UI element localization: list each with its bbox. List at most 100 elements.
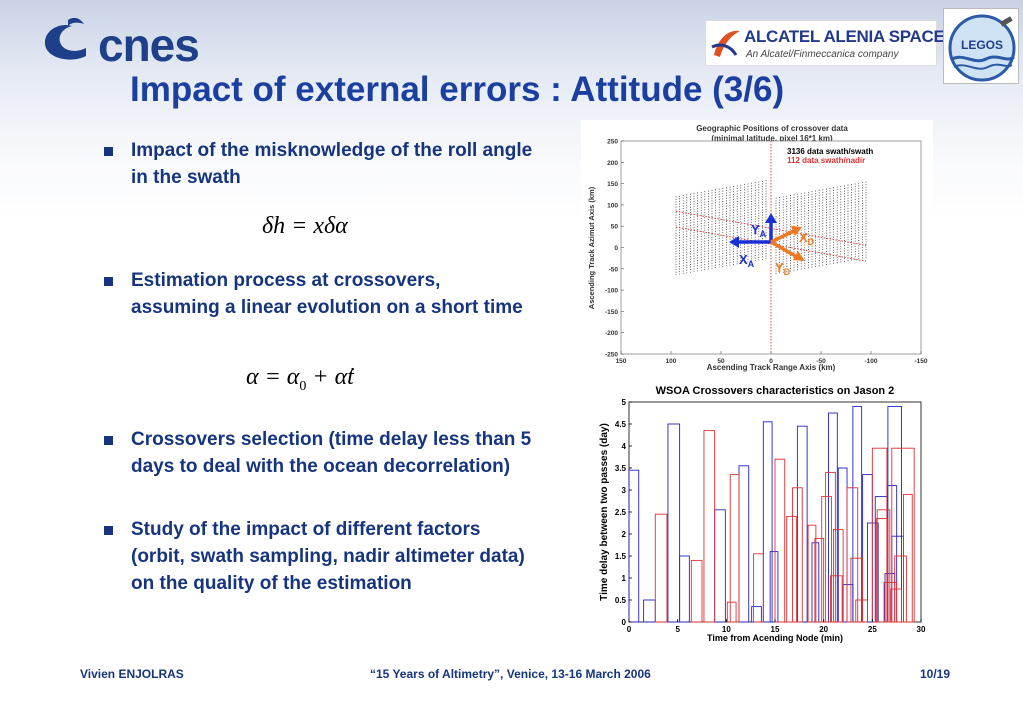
legos-globe-icon: LEGOS: [948, 14, 1016, 82]
chart2-bar: [679, 555, 690, 623]
chart2-xtick-label: 25: [868, 625, 877, 634]
chart2-ytick-label: 1: [622, 574, 627, 583]
chart1-ytick-label: 200: [607, 160, 618, 167]
chart1-xtick-label: -50: [816, 358, 826, 365]
chart2-ytick-label: 3.5: [615, 464, 627, 473]
chart2-bar: [786, 515, 797, 623]
chart1-ytick-label: -200: [605, 330, 618, 337]
alcatel-logo-subtitle: An Alcatel/Finmeccanica company: [746, 49, 899, 60]
chart2-bar: [703, 430, 716, 623]
formula-lhs: α = α: [246, 364, 300, 390]
chart2-bar: [690, 559, 703, 623]
chart2-bar: [774, 458, 786, 623]
cnes-logo: cnes: [40, 16, 215, 71]
cnes-swirl-icon: [44, 17, 86, 60]
slide-title: Impact of external errors : Attitude (3/…: [130, 70, 785, 109]
chart2-xtick-label: 15: [771, 625, 780, 634]
chart2-ytick-label: 2.5: [615, 508, 627, 517]
chart2-bar: [876, 509, 891, 623]
chart2-bar: [903, 493, 913, 623]
chart1-ytick-label: -100: [605, 288, 618, 295]
chart2-ytick-label: 3: [622, 486, 627, 495]
chart2-xtick-label: 0: [627, 625, 632, 634]
chart1-xtick-label: 150: [616, 358, 627, 365]
yd-label: YD: [775, 260, 791, 277]
bullet-text: Crossovers selection (time delay less th…: [131, 429, 532, 477]
chart1-legend-swath: 3136 data swath/swath: [787, 147, 873, 156]
chart2-bar: [769, 551, 779, 623]
chart2-ytick-label: 4.5: [615, 420, 627, 429]
chart1-ticks: 150 100 50 0 -50 -100 -150 250 200 150 100 50 0 -50 -1…: [605, 139, 928, 366]
chart1-ytick-label: 150: [607, 181, 618, 188]
chart1-ytick-label: -50: [609, 266, 619, 273]
chart1-ytick-label: -250: [605, 352, 618, 359]
xd-label: XD: [799, 230, 815, 247]
chart1-ytick-label: 100: [607, 202, 618, 209]
xa-arrowhead-icon: [729, 236, 739, 248]
wsoa-crossovers-svg: WSOA Crossovers characteristics on Jason…: [595, 380, 935, 648]
footer-page-number: 10/19: [920, 667, 951, 681]
chart1-ytick-label: -150: [605, 309, 618, 316]
chart2-ytick-label: 4: [622, 442, 627, 451]
chart2-bar: [814, 537, 825, 623]
footer-event: “15 Years of Altimetry”, Venice, 13-16 M…: [370, 667, 651, 681]
chart2-bar: [667, 423, 681, 623]
chart2-bar: [832, 529, 844, 623]
bullet-item-4: Study of the impact of different factors…: [104, 516, 534, 597]
chart1-ytick-label: 250: [607, 139, 618, 146]
formula-linear-evolution: α = α0 + α̇t: [246, 364, 354, 395]
chart1-title: Geographic Positions of crossover data: [696, 124, 848, 133]
formula-rhs: + α̇t: [306, 364, 354, 390]
chart2-bar: [855, 599, 868, 623]
chart2-bar: [890, 588, 902, 623]
chart1-legend-nadir: 112 data swath/nadir: [787, 156, 865, 165]
ya-label: YA: [751, 222, 767, 239]
xa-label: XA: [739, 252, 755, 269]
chart2-bars: [628, 405, 915, 623]
yd-arrowhead-icon: [793, 251, 805, 261]
chart1-ylabel: Ascending Track Azimut Axis (km): [587, 186, 596, 309]
chart2-xtick-label: 10: [722, 625, 731, 634]
bullet-square-icon: [104, 436, 113, 445]
chart1-xtick-label: 0: [769, 358, 773, 365]
chart1-xtick-label: 100: [666, 358, 677, 365]
chart1-ytick-label: 50: [611, 224, 619, 231]
bullet-item-1: Impact of the misknowledge of the roll a…: [104, 137, 534, 191]
chart2-ytick-label: 2: [622, 530, 627, 539]
footer-author: Vivien ENJOLRAS: [80, 667, 184, 681]
xd-arrowhead-icon: [791, 226, 802, 236]
wsoa-crossovers-chart: WSOA Crossovers characteristics on Jason…: [595, 380, 935, 648]
chart1-xtick-label: 50: [717, 358, 725, 365]
chart2-ylabel: Time delay between two passes (day): [599, 423, 610, 601]
chart1-xlabel: Ascending Track Range Axis (km): [707, 363, 836, 372]
chart2-ticks: 0 5 10 15 20 25 30 0 0.5 1 1.5 2 2.5 3 3.5 4 4.5 5: [615, 398, 926, 634]
formula-roll-error: δh = xδα: [262, 213, 348, 239]
legos-logo-text: LEGOS: [961, 38, 1003, 52]
crossover-positions-chart: Geographic Positions of crossover data (…: [581, 120, 933, 375]
yd-arrow: [770, 240, 800, 260]
chart2-bar: [762, 421, 773, 623]
alcatel-logo-name: ALCATEL ALENIA SPACE: [744, 27, 945, 46]
chart1-subtitle: (minimal latitude, pixel 16*1 km): [711, 134, 833, 143]
chart2-xlabel: Time from Acending Node (min): [707, 633, 843, 643]
chart1-xtick-label: -100: [864, 358, 877, 365]
chart2-bar: [729, 474, 740, 623]
chart2-xtick-label: 30: [917, 625, 926, 634]
bullet-square-icon: [104, 147, 113, 156]
bullet-square-icon: [104, 277, 113, 286]
alcatel-swoosh-icon: [711, 30, 740, 57]
chart2-xtick-label: 20: [819, 625, 828, 634]
chart1-xtick-label: -150: [914, 358, 927, 365]
crossover-positions-svg: Geographic Positions of crossover data (…: [581, 120, 933, 375]
chart2-bar: [883, 581, 898, 623]
bullet-square-icon: [104, 526, 113, 535]
chart2-ytick-label: 0.5: [615, 596, 627, 605]
chart2-ytick-label: 5: [622, 398, 627, 407]
bullet-text: Study of the impact of different factors…: [131, 519, 525, 594]
chart1-ytick-label: 0: [614, 245, 618, 252]
chart2-bar: [753, 553, 764, 623]
chart2-ytick-label: 1.5: [615, 552, 627, 561]
bullet-item-2: Estimation process at crossovers, assumi…: [104, 267, 534, 321]
chart1-data-points: [675, 180, 867, 276]
chart2-xtick-label: 5: [675, 625, 680, 634]
